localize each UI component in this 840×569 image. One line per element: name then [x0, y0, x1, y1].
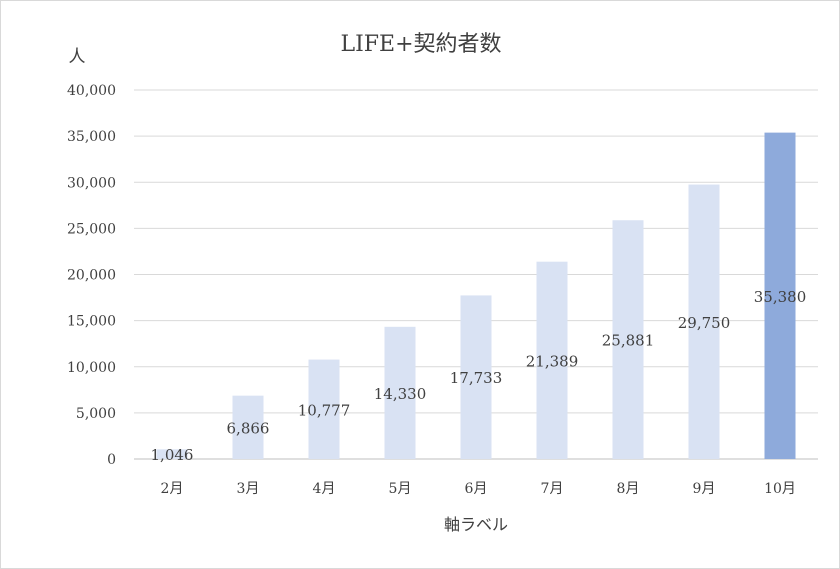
y-tick-label: 10,000	[67, 360, 116, 376]
x-tick-label: 7月	[541, 481, 564, 497]
bar	[460, 295, 492, 459]
y-tick-label: 40,000	[67, 83, 116, 99]
x-tick-label: 4月	[313, 481, 336, 497]
data-label: 1,046	[151, 446, 194, 464]
bar	[232, 395, 264, 459]
bar	[688, 184, 720, 459]
data-label: 21,389	[526, 352, 579, 370]
bar	[536, 261, 568, 459]
x-tick-label: 10月	[764, 481, 796, 497]
x-tick-label: 8月	[617, 481, 640, 497]
x-tick-label: 6月	[465, 481, 488, 497]
data-label: 17,733	[450, 369, 503, 387]
chart-title: LIFE+契約者数	[340, 32, 501, 57]
y-tick-label: 15,000	[67, 314, 116, 330]
bar	[612, 220, 644, 459]
bar	[308, 359, 340, 459]
data-label: 14,330	[374, 385, 427, 403]
data-label: 6,866	[227, 419, 270, 437]
y-axis-unit-label: 人	[69, 47, 86, 67]
y-tick-label: 35,000	[67, 129, 116, 145]
data-label: 10,777	[298, 401, 351, 419]
x-tick-label: 3月	[237, 481, 260, 497]
y-tick-label: 30,000	[67, 175, 116, 191]
y-tick-label: 0	[107, 452, 116, 468]
x-axis-label: 軸ラベル	[444, 515, 508, 534]
y-tick-label: 20,000	[67, 268, 116, 284]
data-label: 29,750	[678, 314, 731, 332]
x-tick-label: 5月	[389, 481, 412, 497]
bar	[384, 326, 416, 459]
data-label: 35,380	[754, 288, 807, 306]
y-tick-label: 25,000	[67, 221, 116, 237]
x-tick-label: 9月	[693, 481, 716, 497]
y-tick-label: 5,000	[76, 406, 116, 422]
bar	[764, 132, 796, 459]
bar	[156, 449, 188, 459]
x-tick-label: 2月	[161, 481, 184, 497]
data-label: 25,881	[602, 332, 655, 350]
